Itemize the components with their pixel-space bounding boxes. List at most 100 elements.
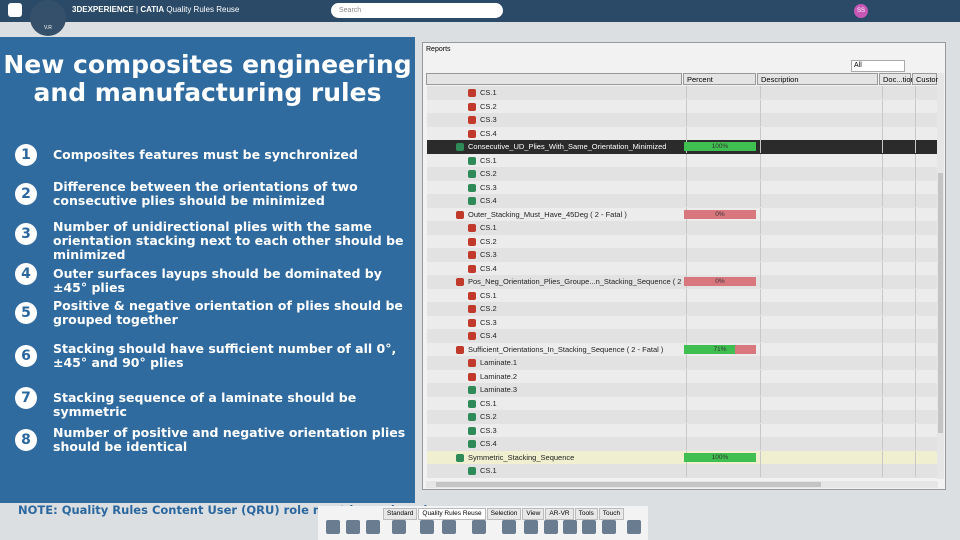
report-row[interactable]: CS.3 xyxy=(427,315,937,329)
cell-divider xyxy=(760,315,761,329)
toolbar-tab[interactable]: Standard xyxy=(383,508,418,520)
report-row[interactable]: CS.3 xyxy=(427,180,937,194)
row-label: CS.4 xyxy=(480,439,497,448)
report-row[interactable]: Laminate.3 xyxy=(427,383,937,397)
rule-text: Number of unidirectional plies with the … xyxy=(53,219,404,262)
status-icon xyxy=(468,197,476,205)
cell-divider xyxy=(882,167,883,180)
tool-icon[interactable] xyxy=(392,520,406,534)
cell-divider xyxy=(882,207,883,221)
column-header: Doc...tion xyxy=(879,73,915,85)
cell-divider xyxy=(915,153,916,167)
toolbar-tab[interactable]: Quality Rules Reuse xyxy=(418,508,486,520)
tool-icon[interactable] xyxy=(502,520,516,534)
tool-icon[interactable] xyxy=(366,520,380,534)
report-row[interactable]: Outer_Stacking_Must_Have_45Deg ( 2 - Fat… xyxy=(427,207,937,221)
report-row[interactable]: CS.2 xyxy=(427,167,937,181)
tool-icon[interactable] xyxy=(420,520,434,534)
tool-icon[interactable] xyxy=(582,520,596,534)
report-row[interactable]: Symmetric_Stacking_Sequence 100% xyxy=(427,450,937,464)
status-icon xyxy=(468,386,476,394)
cell-divider xyxy=(915,396,916,410)
cell-divider xyxy=(915,221,916,234)
tool-icon[interactable] xyxy=(442,520,456,534)
tool-icon[interactable] xyxy=(472,520,486,534)
toolbar-tab[interactable]: Touch xyxy=(598,508,625,520)
report-row[interactable]: Pos_Neg_Orientation_Plies_Groupe...n_Sta… xyxy=(427,275,937,289)
tool-icon[interactable] xyxy=(346,520,360,534)
toolbar-tab[interactable]: Tools xyxy=(574,508,598,520)
status-icon xyxy=(468,440,476,448)
cell-divider xyxy=(882,410,883,423)
tool-icon[interactable] xyxy=(524,520,538,534)
rule-number: 7 xyxy=(15,387,37,409)
tool-icon[interactable] xyxy=(563,520,577,534)
report-row[interactable]: Laminate.2 xyxy=(427,369,937,383)
compass[interactable]: V.R xyxy=(30,0,66,36)
cell-divider xyxy=(686,86,687,99)
report-row[interactable]: CS.4 xyxy=(427,261,937,275)
tool-icon[interactable] xyxy=(544,520,558,534)
search-box[interactable]: Search xyxy=(331,3,503,18)
scroll-thumb[interactable] xyxy=(938,173,943,433)
report-row[interactable]: CS.4 xyxy=(427,329,937,343)
rule-text: Stacking sequence of a laminate should b… xyxy=(53,390,357,419)
cell-divider xyxy=(915,248,916,261)
cell-divider xyxy=(915,383,916,396)
avatar[interactable]: SS xyxy=(854,4,868,18)
cell-divider xyxy=(882,423,883,437)
report-row[interactable]: Consecutive_UD_Plies_With_Same_Orientati… xyxy=(427,140,937,154)
row-label: Symmetric_Stacking_Sequence xyxy=(468,452,575,462)
cell-divider xyxy=(882,180,883,194)
cell-divider xyxy=(760,410,761,423)
top-bar: 3DEXPERIENCE | CATIA Quality Rules Reuse… xyxy=(0,0,960,22)
report-row[interactable]: CS.2 xyxy=(427,302,937,316)
report-row[interactable]: CS.1 xyxy=(427,153,937,167)
cell-divider xyxy=(915,423,916,437)
toolbar-tab[interactable]: View xyxy=(522,508,545,520)
report-row[interactable]: CS.1 xyxy=(427,288,937,302)
cell-divider xyxy=(686,180,687,194)
report-row[interactable]: CS.4 xyxy=(427,126,937,140)
toolbar-tab[interactable]: Selection xyxy=(486,508,522,520)
report-row[interactable]: CS.3 xyxy=(427,248,937,262)
tool-icon[interactable] xyxy=(602,520,616,534)
report-row[interactable]: CS.3 xyxy=(427,423,937,437)
report-row[interactable]: CS.1 xyxy=(427,464,937,478)
filter[interactable]: All xyxy=(851,60,905,72)
status-icon xyxy=(468,264,476,273)
cell-divider xyxy=(882,302,883,315)
row-label: CS.3 xyxy=(480,250,497,259)
cell-divider xyxy=(686,153,687,167)
cell-divider xyxy=(915,288,916,302)
report-row[interactable]: CS.2 xyxy=(427,410,937,424)
cell-divider xyxy=(760,248,761,261)
report-row[interactable]: CS.3 xyxy=(427,113,937,127)
status-icon xyxy=(468,102,476,111)
report-row[interactable]: CS.4 xyxy=(427,437,937,451)
report-row[interactable]: CS.1 xyxy=(427,221,937,235)
report-row[interactable]: CS.1 xyxy=(427,86,937,100)
report-row[interactable]: CS.2 xyxy=(427,234,937,248)
row-label: CS.3 xyxy=(480,182,497,192)
report-row[interactable]: Laminate.1 xyxy=(427,356,937,370)
row-label: CS.2 xyxy=(480,101,497,111)
brand: 3DEXPERIENCE xyxy=(72,5,134,14)
report-row[interactable]: Sufficient_Orientations_In_Stacking_Sequ… xyxy=(427,342,937,356)
report-row[interactable]: CS.4 xyxy=(427,194,937,208)
cell-divider xyxy=(686,261,687,275)
rule-number: 1 xyxy=(15,144,37,166)
cell-divider xyxy=(760,234,761,248)
report-row[interactable]: CS.1 xyxy=(427,396,937,410)
hscroll-thumb[interactable] xyxy=(436,482,821,487)
tool-icon[interactable] xyxy=(627,520,641,534)
cell-divider xyxy=(915,275,916,288)
toolbar-tab[interactable]: AR-VR xyxy=(545,508,574,520)
cell-divider xyxy=(882,396,883,410)
cell-divider xyxy=(760,356,761,369)
report-row[interactable]: CS.2 xyxy=(427,99,937,113)
tool-icon[interactable] xyxy=(326,520,340,534)
logo xyxy=(8,3,22,17)
row-label: CS.2 xyxy=(480,169,497,178)
row-label: Sufficient_Orientations_In_Stacking_Sequ… xyxy=(468,344,664,354)
